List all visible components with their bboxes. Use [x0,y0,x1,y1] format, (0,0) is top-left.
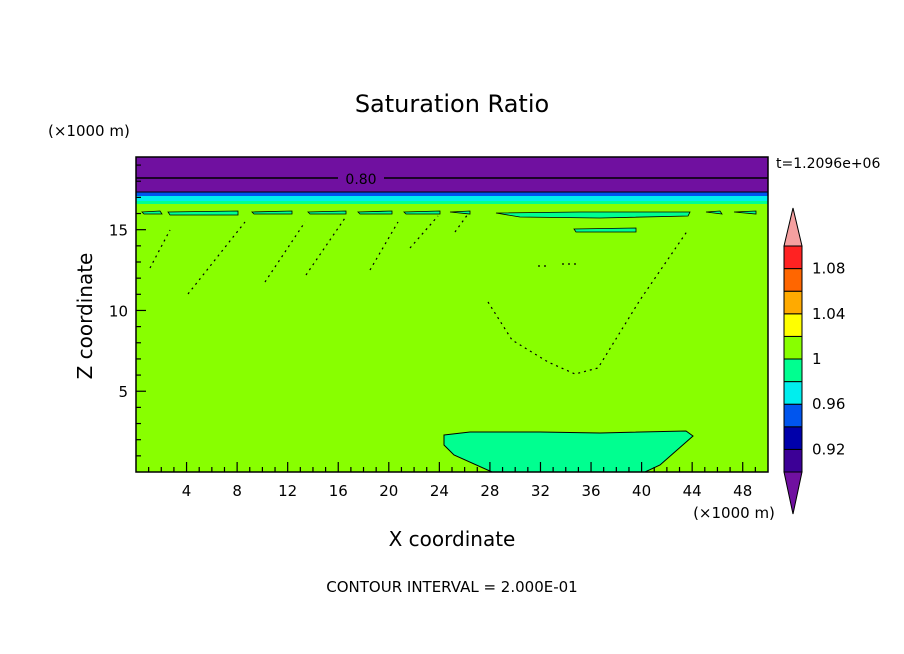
x-unit-label: (×1000 m) [693,504,775,522]
x-tick-label: 28 [480,482,499,500]
cloud-fragment [573,227,637,233]
colorbar-label: 1.04 [812,305,845,323]
colorbar-swatch [783,426,803,450]
colorbar-swatch [783,358,803,383]
y-unit-label: (×1000 m) [48,122,130,140]
x-tick-label: 40 [632,482,651,500]
tropopause-band [136,196,768,201]
colorbar-label: 1 [812,350,822,368]
y-tick-label: 10 [109,302,128,320]
band-blue [136,192,768,196]
x-tick-label: 24 [430,482,449,500]
upper-cloud-fragments [141,210,757,233]
contour-streaks [149,213,689,375]
band-green [136,201,768,204]
y-tick-label: 15 [109,222,128,240]
colorbar-swatch [783,403,803,428]
contour-interval-footer: CONTOUR INTERVAL = 2.000E-01 [326,578,577,596]
colorbar-swatch [783,290,803,315]
colorbar: 0.92 0.96 1 1.04 1.08 [783,207,845,515]
contour-streak [264,221,306,283]
cloud-fragment [449,210,471,215]
contour-streak [409,215,439,249]
x-tick-label: 48 [733,482,752,500]
x-tick-label: 8 [232,482,242,500]
cloud-fragment [495,211,691,219]
y-tick-label: 5 [118,383,128,401]
top-layer [136,157,768,192]
field-background [136,157,768,472]
x-tick-label: 12 [278,482,297,500]
cloud-fragment [705,210,723,215]
contour-label: 0.80 [345,172,376,188]
lower-cloud [443,430,694,473]
colorbar-swatch [783,313,803,337]
y-axis: 5 10 15 [109,164,146,457]
cloud-fragment [167,210,239,216]
x-tick-label: 16 [329,482,348,500]
colorbar-swatch [783,448,803,473]
y-axis-label: Z coordinate [73,253,97,380]
cloud-fragment [403,210,441,215]
colorbar-label: 0.92 [812,440,845,458]
x-tick-label: 32 [531,482,550,500]
time-label: t=1.2096e+06 [776,156,880,172]
contour-streak [149,229,171,269]
contour-streak [454,213,469,233]
x-axis-label: X coordinate [389,527,516,551]
plot-area: 0.80 [135,156,769,473]
x-tick-label: 4 [182,482,192,500]
cloud-fragment [307,210,347,215]
cloud-fragment [357,210,393,215]
cloud-fragment [733,210,757,215]
cloud-fragment [251,210,293,215]
chart-title: Saturation Ratio [355,90,549,118]
colorbar-swatch [783,268,803,292]
x-axis: 4 8 12 16 20 24 28 32 36 40 44 48 [148,462,756,500]
x-tick-label: 44 [683,482,702,500]
colorbar-label: 0.96 [812,395,845,413]
x-tick-label: 36 [581,482,600,500]
colorbar-swatch [783,335,803,360]
colorbar-label: 1.08 [812,260,845,278]
cloud-fragment [141,210,163,215]
x-tick-label: 20 [379,482,398,500]
colorbar-over-arrow [783,207,803,247]
colorbar-under-arrow [783,471,803,515]
contour-streak [538,263,578,267]
colorbar-swatch [783,245,803,270]
colorbar-swatch [783,381,803,405]
